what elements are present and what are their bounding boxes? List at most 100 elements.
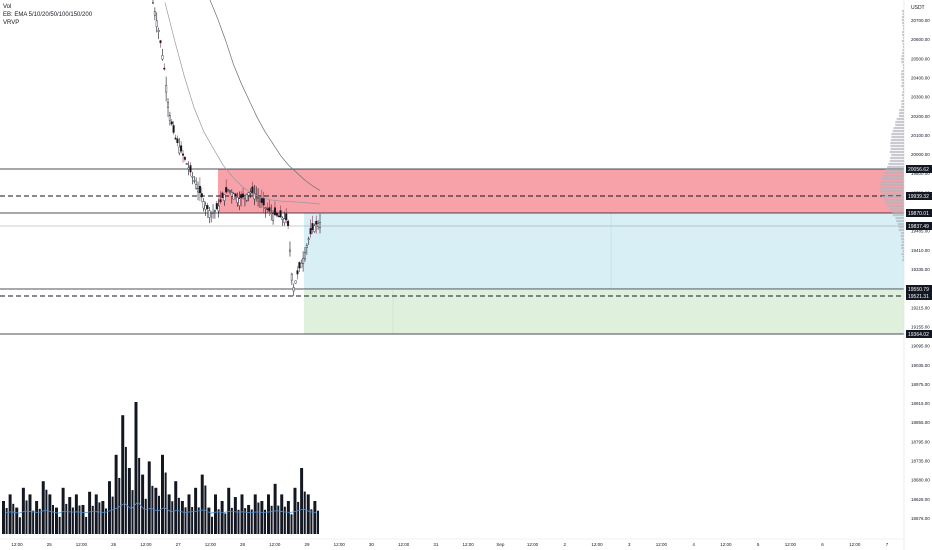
volume-profile-bar [901,94,904,97]
time-tick-label: 12:00 [849,542,861,547]
volume-bar [161,454,164,534]
volume-profile-bar [902,91,904,94]
volume-bar [8,494,12,534]
volume-profile-bar [901,247,904,250]
volume-bar [303,491,306,534]
volume-bar [197,507,200,534]
volume-bar [264,509,267,534]
volume-profile-bar [890,142,904,145]
volume-profile-bar [902,43,904,46]
volume-profile-bar [891,133,904,136]
volume-bar [237,509,240,534]
candle-body [230,191,233,197]
volume-bar [108,481,111,534]
volume-profile-bar [902,52,904,55]
volume-profile-bar [902,97,904,100]
price-tick-label: 19035.00 [911,363,930,368]
candle-body [270,212,273,215]
volume-bar [293,487,297,534]
candle-body [290,273,293,281]
volume-bar [48,494,52,534]
candle-body [219,199,222,203]
volume-profile-bar [901,73,904,76]
candle-body [309,228,312,235]
volume-bar [300,468,304,534]
time-tick-label: 3 [628,542,631,547]
candle-body [234,193,237,196]
candle-body [317,223,320,227]
volume-bar [277,505,280,534]
price-label-upper-dash: 19939.32 [906,192,932,200]
volume-profile-bar [902,31,904,34]
time-tick-label: 12:00 [334,542,346,547]
svg-text:19837.49: 19837.49 [908,224,929,230]
volume-profile-bar [883,199,904,202]
candle-body [268,207,271,212]
candle-body [215,203,218,210]
volume-profile-bar [902,64,904,67]
volume-bar [297,501,300,534]
volume-bar [124,446,127,534]
candle-body [245,194,248,201]
candle-body [287,220,290,226]
time-tick-label: 12:00 [591,542,603,547]
candle-body [198,185,201,194]
volume-profile-bar [892,214,904,217]
volume-bar [204,485,207,534]
price-tick-label: 18975.00 [911,382,930,387]
volume-profile-bar [881,196,904,199]
volume-bar [144,498,147,534]
candle-body [183,157,186,160]
volume-profile-bar [895,124,904,127]
candle-body [258,199,261,202]
time-tick-label: 30 [369,542,375,547]
volume-profile-bar [901,16,904,19]
volume-bar [105,508,108,534]
candle-body [247,192,250,196]
volume-profile-bar [893,127,904,130]
volume-bar [317,510,320,534]
candle-body [288,249,291,252]
time-tick-label: 29 [304,542,310,547]
candle-body [253,193,256,200]
volume-profile-bar [901,58,904,61]
time-tick-label: 12:00 [140,542,152,547]
volume-profile-bar [884,172,904,175]
volume-profile-bar [901,76,904,79]
volume-profile-bar [902,28,904,31]
time-tick-label: 12:00 [269,542,281,547]
candle-body [168,115,171,121]
volume-bar [52,504,55,534]
time-ticks: 12:00 25 12:00 26 12:00 27 12:00 28 12:00 29 12:00… [11,542,888,547]
volume-profile-bar [890,157,904,160]
time-tick-label: 26 [111,542,117,547]
target-zone-green [304,290,904,334]
volume-bar [88,491,92,534]
volume-bar [55,507,58,534]
volume-bar [270,505,273,534]
volume-profile-bar [885,169,904,172]
time-tick-label: 27 [176,542,182,547]
time-tick-label: 7 [886,542,889,547]
candle-body [266,208,269,210]
candle-body [319,222,322,228]
svg-text:19521.31: 19521.31 [908,294,929,300]
volume-bar [230,507,233,534]
volume-bar [147,461,151,534]
volume-bar [94,494,98,534]
price-tick-label: 18628.00 [911,497,930,502]
volume-profile-bar [900,244,904,247]
volume-bar [121,415,125,534]
volume-bar [180,501,184,534]
volume-bar [68,497,72,534]
candle-body [159,40,162,44]
candle-body [165,85,168,93]
time-tick-label: 12:00 [785,542,797,547]
candle-body [300,262,303,268]
volume-bar [138,457,141,534]
volume-profile-bar [892,130,904,133]
candle-body [221,192,224,198]
volume-profile-bar [902,13,904,16]
candle-body [305,245,308,248]
